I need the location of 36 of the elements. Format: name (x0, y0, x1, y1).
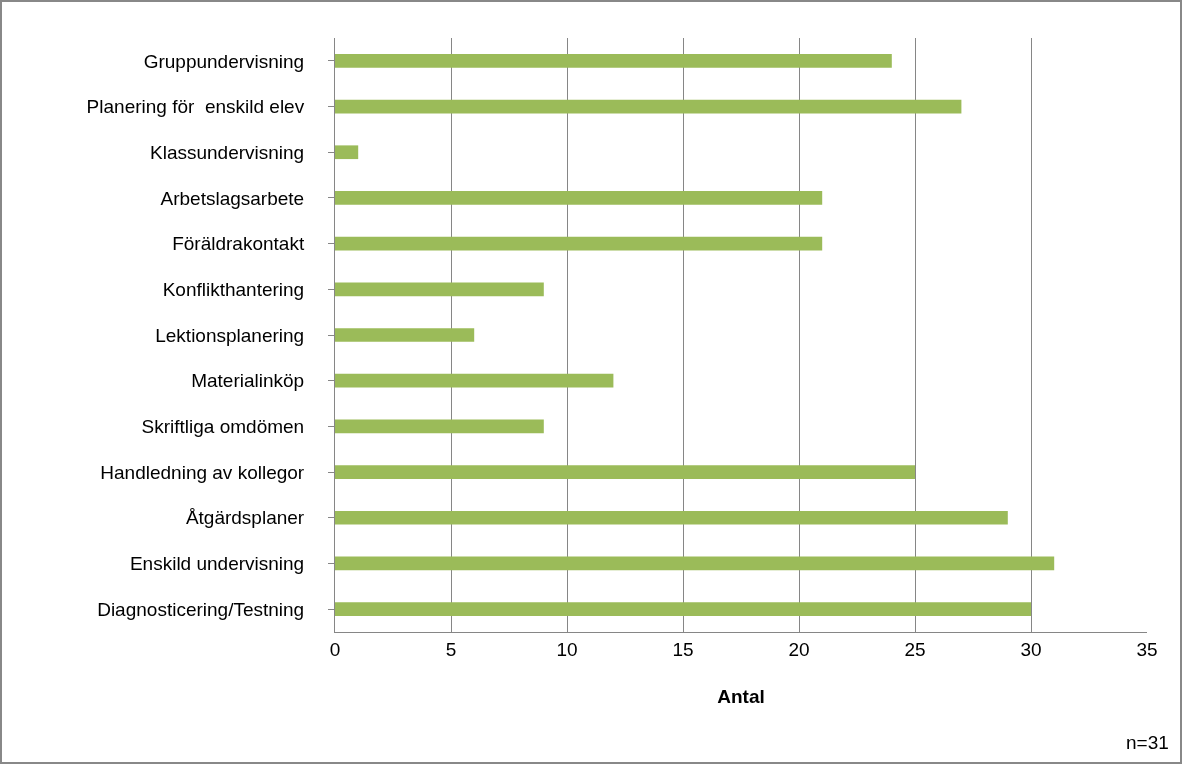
y-tick-label: Planering för enskild elev (86, 96, 305, 118)
bar (335, 328, 475, 342)
y-tick-label: Klassundervisning (150, 141, 305, 163)
x-tick-label: 20 (788, 638, 810, 660)
y-tick-label: Enskild undervisning (129, 553, 305, 575)
x-tick-label: 10 (556, 638, 578, 660)
y-tick-label: Åtgärdsplaner (185, 507, 305, 529)
y-tick-label: Materialinköp (191, 370, 305, 392)
bar (335, 145, 359, 160)
text: n=31 (1126, 732, 1169, 753)
y-tick-label: Diagnosticering/Testning (97, 598, 305, 620)
bar (335, 99, 962, 114)
bar (335, 53, 892, 68)
bar (335, 373, 614, 388)
bar (335, 191, 823, 205)
bar (335, 510, 1008, 525)
bar (335, 465, 915, 479)
x-tick-label: 35 (1136, 638, 1158, 660)
bar (335, 602, 1031, 617)
bar (335, 236, 823, 251)
y-tick-label: Konflikthantering (162, 278, 305, 300)
x-tick-label: 5 (445, 638, 457, 660)
x-axis-title: Antal (717, 685, 765, 707)
y-tick-label: Gruppundervisning (143, 50, 305, 72)
y-tick-label: Handledning av kollegor (100, 461, 305, 483)
bar (335, 419, 544, 434)
y-tick-label: Föräldrakontakt (172, 233, 305, 255)
y-tick-label: Arbetslagsarbete (160, 187, 305, 209)
x-tick-label: 15 (672, 638, 694, 660)
x-tick-label: 25 (904, 638, 926, 660)
bar (335, 556, 1055, 571)
x-tick-label: 0 (329, 638, 341, 660)
y-tick-label: Skriftliga omdömen (141, 416, 305, 438)
y-tick-label: Lektionsplanering (155, 324, 305, 346)
x-tick-label: 30 (1020, 638, 1042, 660)
bar (335, 282, 544, 297)
